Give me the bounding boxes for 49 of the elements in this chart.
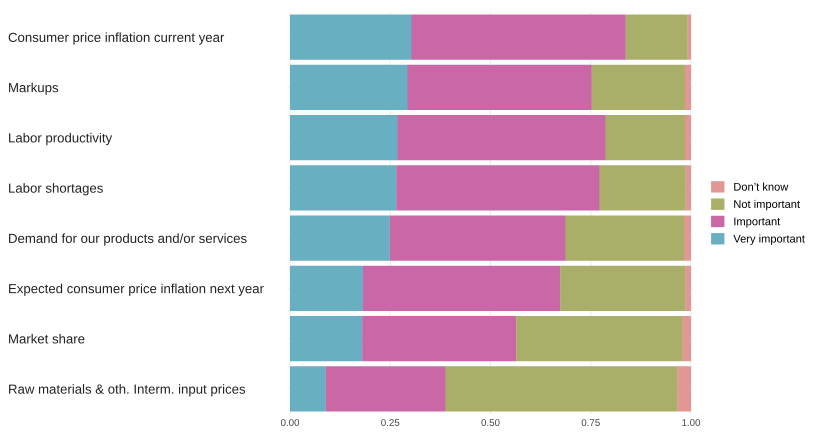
bar xyxy=(682,316,691,362)
x-tick-label: 0.00 xyxy=(280,419,300,426)
legend-label: Important xyxy=(734,218,780,228)
bar xyxy=(290,366,326,412)
y-tick-label: Market share xyxy=(9,334,84,344)
bar xyxy=(686,165,691,210)
y-tick-label: Consumer price inflation current year xyxy=(8,32,224,45)
bar xyxy=(685,266,691,311)
bar xyxy=(290,64,408,110)
legend-label: Not important xyxy=(734,200,800,210)
bar xyxy=(684,216,691,261)
bar xyxy=(396,165,600,210)
bar xyxy=(684,64,691,110)
bar xyxy=(290,316,362,362)
y-tick-label: Labor productivity xyxy=(9,132,112,146)
x-tick-label: 0.50 xyxy=(481,419,500,426)
bar xyxy=(290,266,363,311)
bar xyxy=(390,216,566,261)
bar xyxy=(600,165,686,210)
y-tick-label: Labor shortages xyxy=(9,183,103,196)
bar xyxy=(684,115,691,160)
y-tick-label: Demand for our products and/or services xyxy=(9,233,247,246)
bar xyxy=(677,366,691,412)
bar xyxy=(560,266,686,311)
bar xyxy=(290,14,412,60)
legend-label: Very important xyxy=(733,234,805,245)
x-tick-label: 1.00 xyxy=(682,419,700,426)
x-tick-label: 0.25 xyxy=(381,419,400,426)
bar xyxy=(626,14,688,60)
y-tick-label: Expected consumer price inflation next year xyxy=(9,284,264,296)
bar xyxy=(290,115,398,160)
bar xyxy=(362,316,516,362)
bar xyxy=(565,216,685,261)
bar xyxy=(407,64,592,110)
x-tick-label: 0.75 xyxy=(582,419,600,426)
bar xyxy=(516,316,683,362)
bar xyxy=(592,64,685,110)
bar xyxy=(412,14,626,60)
bar xyxy=(606,115,685,160)
bar xyxy=(446,366,678,412)
y-tick-label: Raw materials & oth. Interm. input prices xyxy=(9,384,246,396)
bar xyxy=(326,366,446,412)
legend-label: Don’t know xyxy=(734,182,788,191)
bar xyxy=(290,165,396,210)
bar xyxy=(362,266,560,311)
y-tick-label: Markups xyxy=(9,82,58,95)
bar xyxy=(397,115,606,160)
bar xyxy=(290,216,390,261)
bar xyxy=(688,14,691,60)
